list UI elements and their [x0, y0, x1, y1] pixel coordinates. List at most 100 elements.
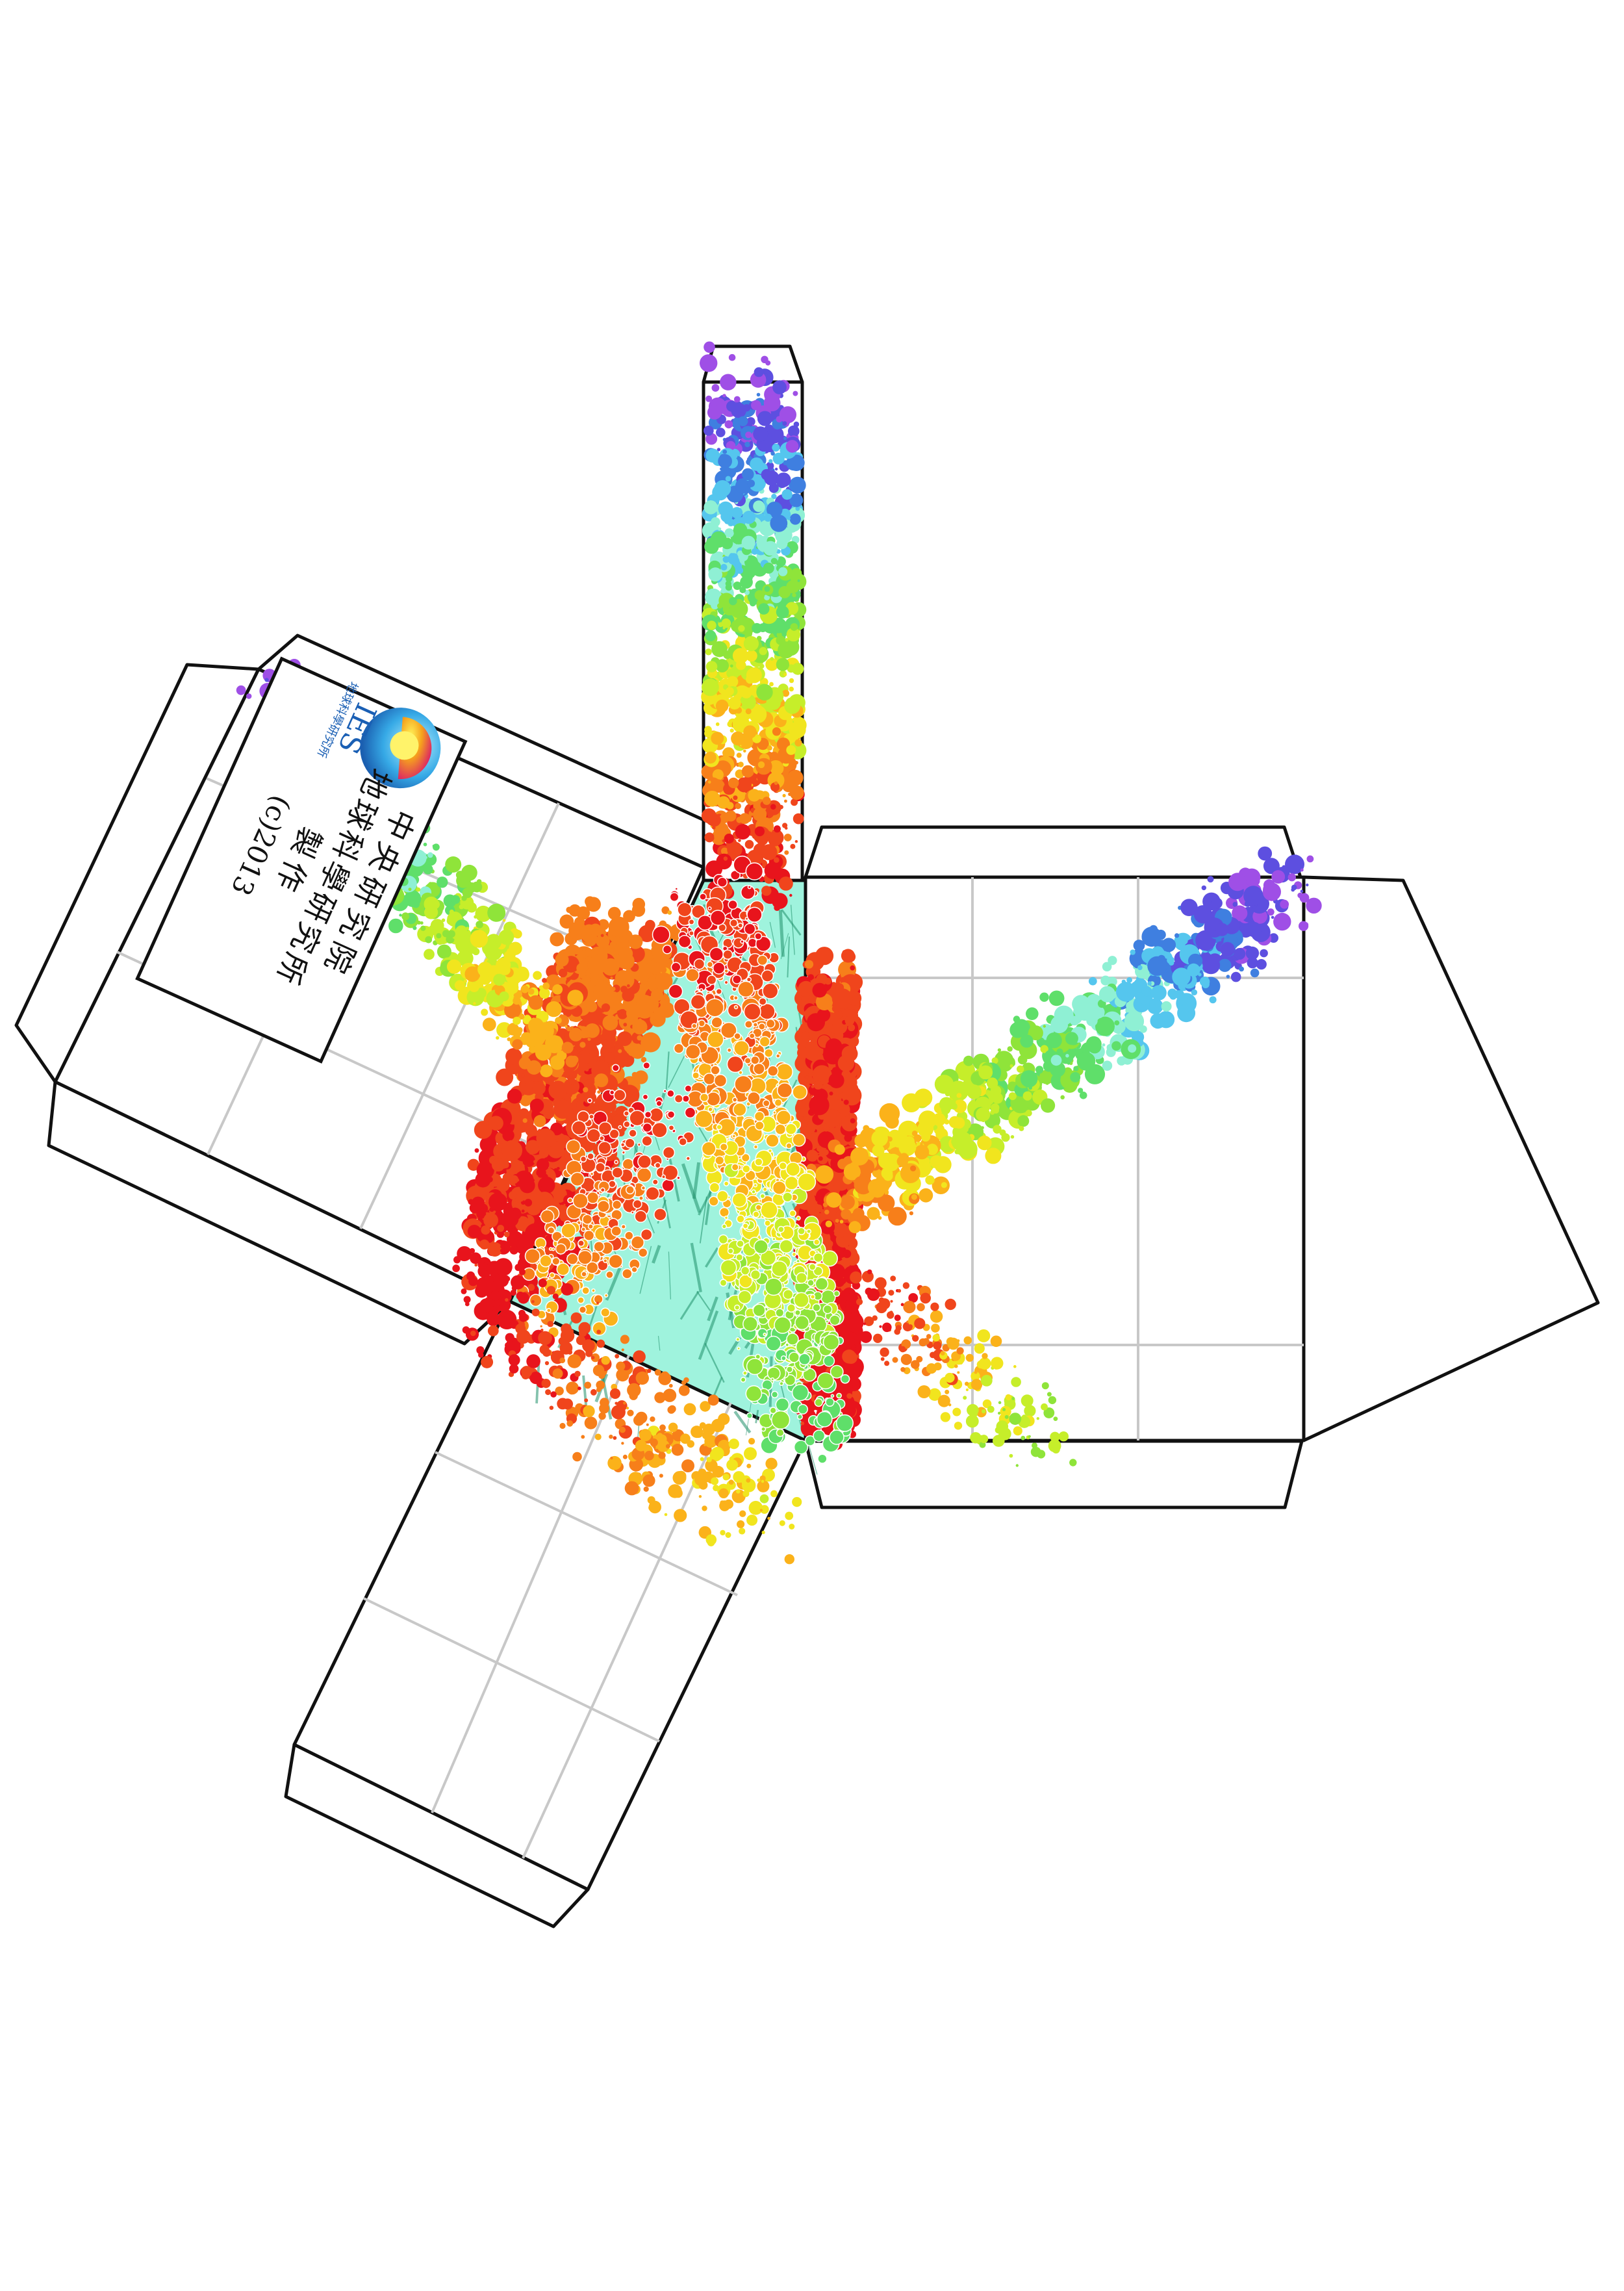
- quake-dot: [611, 1107, 615, 1110]
- quake-dot: [872, 1315, 878, 1321]
- flap-right-square-top: [804, 825, 1302, 879]
- quake-dot: [956, 1347, 964, 1355]
- quake-dot: [628, 934, 643, 949]
- quake-dot: [623, 910, 635, 923]
- quake-dot: [745, 431, 752, 439]
- quake-dot: [416, 887, 421, 892]
- relief-streak: [704, 1247, 719, 1268]
- quake-dot: [388, 918, 403, 934]
- quake-dot: [1161, 1001, 1172, 1012]
- quake-dot: [1041, 1403, 1048, 1411]
- quake-dot: [748, 705, 767, 724]
- quake-dot: [998, 1401, 1002, 1404]
- quake-dot: [850, 1271, 862, 1284]
- quake-dot: [976, 1107, 991, 1122]
- quake-dot: [535, 1192, 554, 1210]
- relief-streak: [696, 1291, 711, 1311]
- quake-dot: [1291, 884, 1297, 891]
- quake-dot: [550, 932, 565, 947]
- quake-dot: [1017, 1115, 1030, 1127]
- quake-dot: [448, 930, 455, 938]
- quake-dot: [971, 1379, 983, 1390]
- quake-dot: [763, 394, 781, 412]
- quake-dot: [1226, 975, 1230, 979]
- quake-dot: [454, 980, 465, 991]
- quake-dot: [842, 1350, 856, 1364]
- quake-dot: [487, 967, 492, 972]
- quake-dot: [1028, 1025, 1043, 1041]
- quake-dot: [974, 1343, 985, 1354]
- quake-dot: [738, 762, 744, 767]
- quake-dot: [522, 1128, 526, 1133]
- quake-dot: [1243, 886, 1263, 906]
- quake-dot: [1020, 1070, 1038, 1088]
- quake-dot: [730, 664, 733, 668]
- quake-dot: [843, 1249, 852, 1259]
- quake-dot: [513, 1235, 526, 1249]
- quake-dot: [617, 1031, 632, 1046]
- quake-dot: [767, 502, 783, 518]
- quake-dot: [908, 1293, 919, 1303]
- quake-dot: [793, 813, 804, 825]
- quake-dot: [470, 1252, 481, 1264]
- quake-dot: [1043, 1025, 1047, 1028]
- quake-dot: [852, 1009, 856, 1012]
- quake-dot: [705, 661, 718, 672]
- quake-dot: [971, 1371, 980, 1381]
- quake-dot: [481, 1225, 490, 1235]
- quake-dot: [884, 1361, 890, 1366]
- quake-dot: [756, 392, 761, 397]
- quake-dot: [581, 975, 590, 984]
- quake-dot: [957, 1371, 960, 1374]
- quake-dot: [501, 1210, 519, 1228]
- quake-dot: [770, 657, 774, 661]
- quake-dot: [746, 667, 762, 684]
- quake-dot: [539, 985, 544, 990]
- quake-dot: [822, 1125, 830, 1132]
- quake-dot: [1008, 1092, 1017, 1101]
- quake-dot: [585, 1067, 589, 1071]
- quake-dot: [703, 358, 715, 370]
- quake-dot: [776, 472, 791, 487]
- quake-dot: [651, 944, 665, 958]
- quake-dot: [1030, 1446, 1041, 1457]
- quake-dot: [736, 817, 742, 823]
- quake-dot: [739, 587, 746, 593]
- quake-dot: [785, 1342, 790, 1348]
- quake-dot: [1288, 873, 1297, 882]
- quake-dot: [1050, 1431, 1060, 1442]
- quake-dot: [1246, 921, 1262, 938]
- quake-dot: [632, 1019, 648, 1035]
- quake-dot: [622, 989, 635, 1002]
- quake-dot: [611, 1110, 618, 1116]
- quake-dot: [1232, 905, 1248, 921]
- quake-dot: [455, 925, 468, 938]
- quake-dot: [1043, 1407, 1055, 1418]
- quake-dot: [1282, 865, 1286, 869]
- quake-dot: [724, 1215, 729, 1220]
- quake-dot: [878, 1216, 882, 1220]
- quake-dot: [991, 1057, 998, 1064]
- quake-dot: [500, 1248, 504, 1253]
- quake-dot: [880, 1347, 889, 1357]
- quake-dot: [508, 1242, 512, 1246]
- quake-dot: [463, 979, 468, 983]
- quake-dot: [848, 1221, 861, 1234]
- relief-streak: [639, 1246, 652, 1294]
- quake-dot: [471, 1196, 485, 1210]
- quake-dot: [914, 1144, 930, 1160]
- quake-dot: [566, 906, 572, 914]
- quake-dot: [1260, 949, 1268, 958]
- quake-dot: [800, 1120, 808, 1127]
- quake-dot: [753, 426, 768, 442]
- quake-dot: [705, 433, 718, 445]
- quake-dot: [469, 982, 479, 992]
- quake-dot: [798, 1102, 806, 1110]
- quake-dot: [420, 925, 426, 931]
- quake-dot: [416, 921, 421, 925]
- quake-dot: [800, 1421, 805, 1426]
- quake-dot: [1187, 963, 1200, 977]
- quake-dot: [483, 1262, 488, 1268]
- quake-dot: [667, 910, 672, 915]
- quake-dot: [997, 1051, 1004, 1058]
